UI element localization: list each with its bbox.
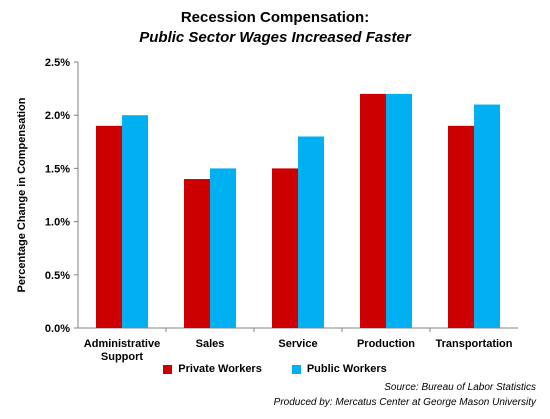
bar-public-3 <box>386 93 412 328</box>
x-category-label: Transportation <box>435 338 512 350</box>
legend-label-private: Private Workers <box>178 363 262 375</box>
x-category-label: Service <box>278 338 317 350</box>
chart-title: Recession Compensation: <box>180 9 370 26</box>
bar-private-4 <box>448 125 474 328</box>
y-tick-label: 0.5% <box>45 270 70 282</box>
chart-subtitle: Public Sector Wages Increased Faster <box>139 29 411 46</box>
bar-public-1 <box>210 168 236 328</box>
legend-item-public: Public Workers <box>291 363 387 375</box>
legend-label-public: Public Workers <box>306 363 387 375</box>
bar-private-1 <box>184 179 210 328</box>
x-category-label: Production <box>357 338 415 350</box>
bar-private-2 <box>272 168 298 328</box>
x-category-label: Administrative <box>84 338 160 350</box>
legend: Private Workers Public Workers <box>0 363 550 375</box>
y-tick-label: 2.5% <box>45 57 70 69</box>
y-tick-label: 0.0% <box>45 323 70 335</box>
y-axis-title: Percentage Change in Compensation <box>16 97 28 292</box>
bar-private-3 <box>360 93 386 328</box>
bar-public-2 <box>298 136 324 328</box>
y-tick-label: 1.0% <box>45 217 70 229</box>
source-note: Source: Bureau of Labor Statistics <box>384 382 536 393</box>
x-category-label: Sales <box>196 338 225 350</box>
bar-public-0 <box>122 115 148 328</box>
producer-note: Produced by: Mercatus Center at George M… <box>273 397 536 408</box>
bar-private-0 <box>96 125 122 328</box>
y-tick-label: 2.0% <box>45 110 70 122</box>
bar-public-4 <box>474 104 500 328</box>
x-category-label: Support <box>101 351 143 363</box>
legend-swatch-private <box>163 364 173 374</box>
y-tick-label: 1.5% <box>45 163 70 175</box>
legend-item-private: Private Workers <box>163 363 262 375</box>
legend-swatch-public <box>291 364 301 374</box>
